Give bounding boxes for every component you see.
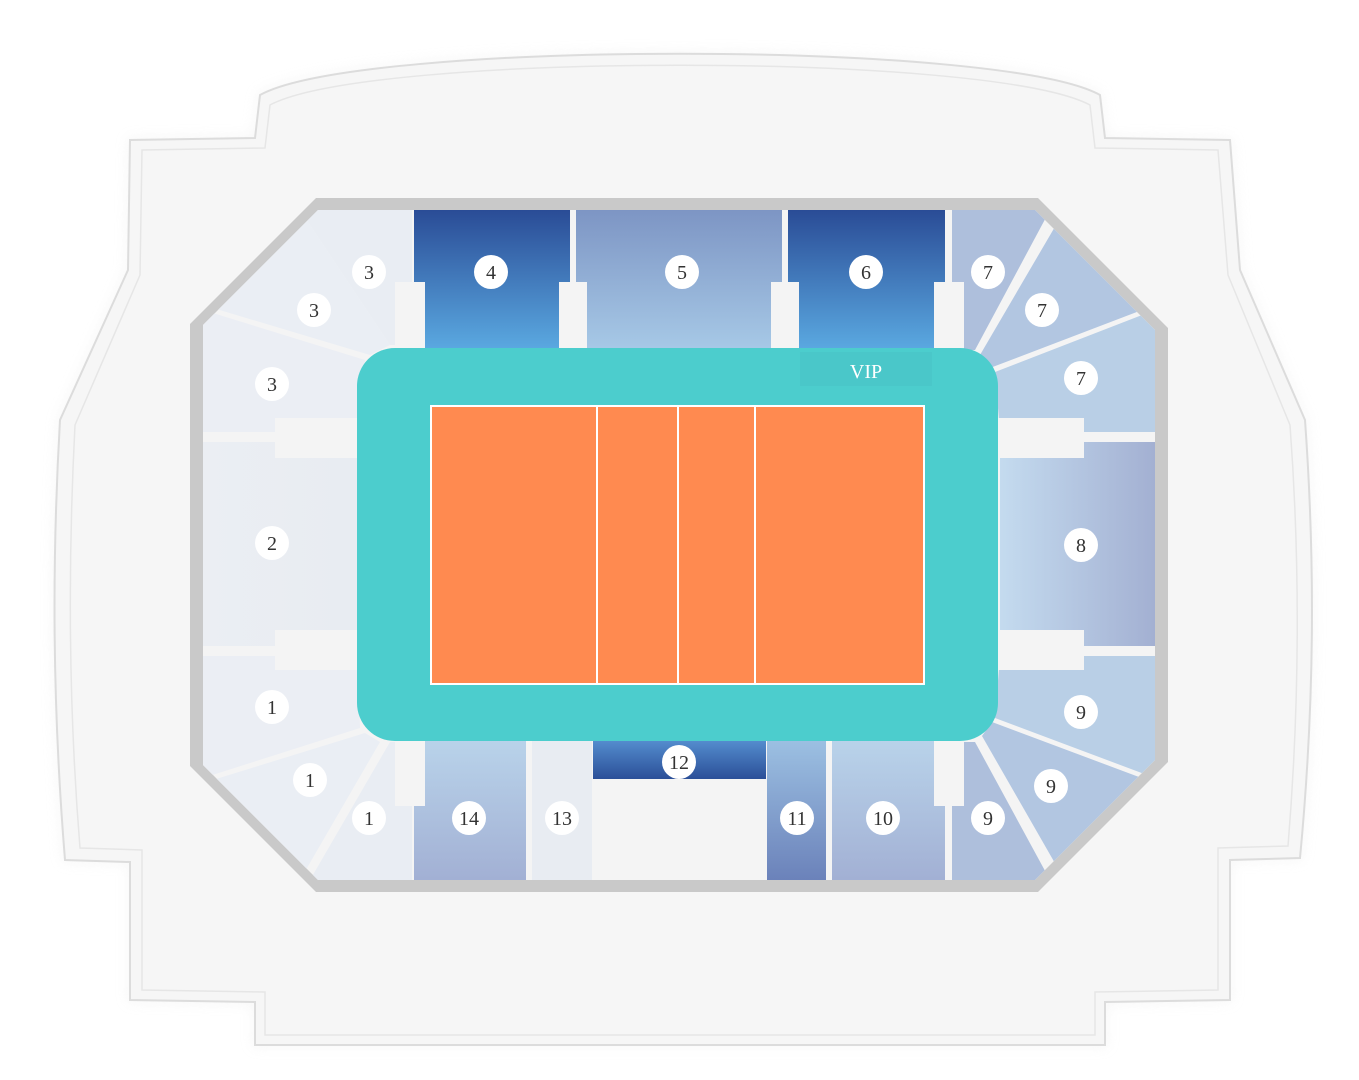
section-label-badge[interactable]: 2 <box>255 526 289 560</box>
section-label-badge[interactable]: 3 <box>255 367 289 401</box>
section-label-badge[interactable]: 7 <box>1064 361 1098 395</box>
section-label-badge[interactable]: 1 <box>255 690 289 724</box>
section-label-badge[interactable]: 14 <box>452 801 486 835</box>
section-label-text: 9 <box>983 808 993 830</box>
section-label-badge[interactable]: 8 <box>1064 528 1098 562</box>
section-label-text: 3 <box>267 374 277 396</box>
section-label-badge[interactable]: 13 <box>545 801 579 835</box>
section-label-text: 1 <box>267 697 277 719</box>
section-label-badge[interactable]: 5 <box>665 255 699 289</box>
section-label-text: 5 <box>677 262 687 284</box>
section-label-text: 9 <box>1076 702 1086 724</box>
section-label-text: 10 <box>873 808 893 830</box>
section-label-badge[interactable]: 3 <box>297 293 331 327</box>
section-label-badge[interactable]: 9 <box>1064 695 1098 729</box>
section-label-badge[interactable]: 4 <box>474 255 508 289</box>
section-label-text: 3 <box>309 300 319 322</box>
section-label-text: 12 <box>669 752 689 774</box>
section-label-badge[interactable]: 7 <box>971 255 1005 289</box>
section-label-badge[interactable]: 9 <box>971 801 1005 835</box>
section-label-badge[interactable]: 3 <box>352 255 386 289</box>
section-label-text: 3 <box>364 262 374 284</box>
section-label-text: 2 <box>267 533 277 555</box>
section-label-badge[interactable]: 6 <box>849 255 883 289</box>
section-label-text: 8 <box>1076 535 1086 557</box>
section-label-badge[interactable]: 7 <box>1025 293 1059 327</box>
section-label-text: 6 <box>861 262 871 284</box>
section-label-text: 7 <box>983 262 993 284</box>
section-label-text: 9 <box>1046 776 1056 798</box>
section-label-badge[interactable]: 12 <box>662 745 696 779</box>
section-label-text: 1 <box>364 808 374 830</box>
section-label-text: 4 <box>486 262 496 284</box>
section-label-badge[interactable]: 1 <box>352 801 386 835</box>
section-label-text: 7 <box>1037 300 1047 322</box>
section-label-badge[interactable]: 9 <box>1034 769 1068 803</box>
section-label-text: 7 <box>1076 368 1086 390</box>
volleyball-court <box>431 406 924 684</box>
vip-label: VIP <box>850 361 882 383</box>
section-label-text: 1 <box>305 770 315 792</box>
section-label-text: 14 <box>459 808 479 830</box>
section-label-badge[interactable]: 11 <box>780 801 814 835</box>
section-label-badge[interactable]: 1 <box>293 763 327 797</box>
section-label-text: 13 <box>552 808 572 830</box>
section-label-badge[interactable]: 10 <box>866 801 900 835</box>
section-label-text: 11 <box>787 808 806 830</box>
